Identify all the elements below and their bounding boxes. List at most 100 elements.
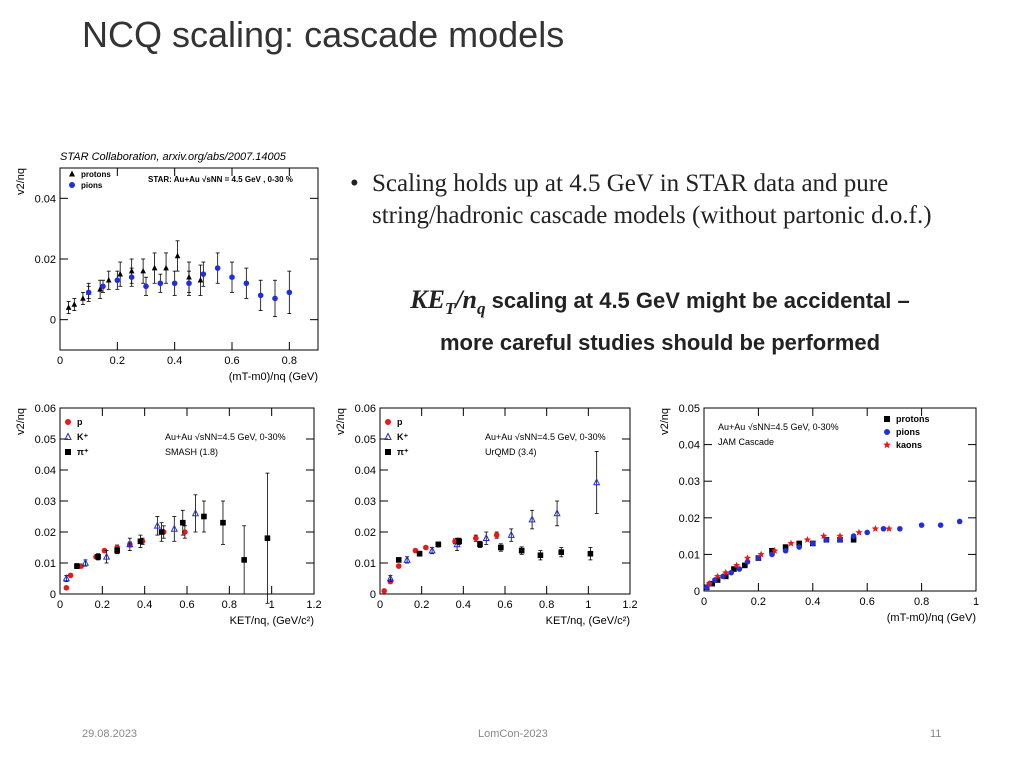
- data-point: [85, 289, 92, 296]
- legend-label: pions: [81, 181, 103, 190]
- chart-annotation: Au+Au √sNN=4.5 GeV, 0-30%: [485, 432, 606, 442]
- plot-frame: [59, 167, 319, 351]
- legend-marker: [69, 170, 75, 177]
- data-point: [67, 572, 74, 579]
- math-sub-t: T: [444, 299, 456, 319]
- data-point: [820, 532, 828, 540]
- y-tick-label: 0.04: [35, 465, 56, 477]
- data-point: [456, 538, 462, 545]
- data-point: [257, 292, 264, 299]
- legend-marker: [884, 429, 890, 435]
- data-point: [126, 539, 134, 548]
- x-tick-label: 1: [269, 599, 275, 611]
- data-point: [158, 529, 165, 535]
- x-tick-label: 0: [701, 596, 707, 608]
- data-point: [182, 529, 188, 535]
- legend-label: p: [397, 417, 403, 427]
- y-tick-label: 0.01: [679, 549, 700, 561]
- y-tick-label: 0.01: [355, 558, 376, 570]
- data-point: [81, 558, 90, 566]
- data-point: [201, 513, 207, 520]
- data-point: [435, 541, 442, 548]
- data-point: [518, 547, 525, 554]
- data-point: [241, 557, 247, 563]
- y-tick-label: 0: [50, 589, 56, 601]
- data-point: [157, 280, 164, 287]
- data-point: [286, 289, 293, 296]
- data-point: [493, 532, 500, 538]
- legend-label: π⁺: [397, 447, 409, 457]
- data-point: [102, 552, 111, 560]
- data-point: [850, 533, 857, 539]
- y-tick-label: 0.06: [35, 403, 56, 415]
- data-point: [482, 533, 490, 541]
- y-axis-label: v2/nq: [15, 408, 27, 435]
- data-point: [731, 566, 737, 572]
- y-tick-label: 0.05: [355, 434, 376, 446]
- x-tick-label: 1.2: [306, 599, 321, 611]
- data-point: [507, 530, 515, 538]
- data-point: [477, 541, 483, 548]
- legend-marker: [884, 416, 890, 422]
- y-tick-label: 0.04: [35, 193, 56, 205]
- data-point: [80, 295, 86, 301]
- y-tick-label: 0.05: [35, 434, 56, 446]
- data-point: [174, 252, 181, 259]
- data-point: [956, 518, 963, 525]
- slide-title: NCQ scaling: cascade models: [82, 14, 565, 55]
- callout-line2: more careful studies should be performed: [439, 330, 881, 356]
- x-tick-label: 0.8: [539, 599, 554, 611]
- footer-date: 29.08.2023: [82, 728, 138, 740]
- data-point: [381, 588, 387, 594]
- chart-annotation: SMASH (1.8): [165, 447, 218, 457]
- x-tick-label: 0.2: [751, 596, 766, 608]
- chart-annotation: STAR: Au+Au √sNN = 4.5 GeV , 0-30 %: [148, 175, 293, 184]
- x-tick-label: 0.2: [414, 599, 429, 611]
- data-point: [593, 477, 601, 486]
- data-point: [787, 539, 795, 547]
- data-point: [395, 557, 402, 563]
- data-point: [473, 535, 479, 541]
- data-point: [587, 550, 594, 557]
- callout-line1: scaling at 4.5 GeV might be accidental –: [485, 288, 910, 313]
- data-point: [97, 286, 103, 292]
- y-tick-label: 0.01: [35, 558, 56, 570]
- data-point: [864, 529, 870, 536]
- bullet-block: • Scaling holds up at 4.5 GeV in STAR da…: [350, 168, 970, 232]
- data-point: [871, 525, 879, 532]
- y-tick-label: 0.02: [35, 254, 56, 266]
- x-tick-label: 1: [973, 596, 979, 608]
- y-tick-label: 0.02: [35, 527, 56, 539]
- y-axis-label: v2/nq: [15, 168, 27, 195]
- legend-marker: [65, 419, 71, 425]
- chart-jam: 0 0.2 0.4 0.6 0.8 1 0 0.01 0.02 0.03 0.04 0.05 (mT-m…: [659, 403, 979, 624]
- x-tick-label: 0.6: [860, 596, 875, 608]
- x-tick-label: 0.8: [914, 596, 929, 608]
- chart-urqmd: 0 0.2 0.4 0.6 0.8 1 1.2 0 0.01 0.02 0.03 0.04 0.05 0.…: [335, 403, 638, 627]
- citation: STAR Collaboration, arxiv.org/abs/2007.1…: [60, 151, 286, 163]
- x-tick-label: 1.2: [622, 599, 637, 611]
- data-point: [151, 264, 158, 271]
- y-tick-label: 0.02: [355, 527, 376, 539]
- data-point: [220, 519, 226, 526]
- legend-marker: [384, 432, 392, 440]
- data-point: [214, 265, 221, 271]
- data-point: [722, 568, 730, 576]
- data-point: [537, 552, 544, 559]
- data-point: [171, 280, 178, 287]
- legend-marker: [385, 449, 391, 455]
- data-point: [114, 277, 121, 284]
- legend-marker: [64, 432, 72, 440]
- data-point: [880, 525, 887, 532]
- data-point: [153, 521, 161, 529]
- data-point: [771, 546, 779, 554]
- data-point: [498, 544, 504, 551]
- y-tick-label: 0: [694, 586, 700, 598]
- data-point: [179, 519, 186, 526]
- data-point: [553, 508, 561, 517]
- data-point: [423, 544, 429, 551]
- data-point: [803, 536, 811, 543]
- data-point: [937, 522, 944, 528]
- x-axis-label: (mT-m0)/nq (GeV): [887, 612, 976, 624]
- chart-annotation: Au+Au √sNN=4.5 GeV, 0-30%: [718, 422, 839, 432]
